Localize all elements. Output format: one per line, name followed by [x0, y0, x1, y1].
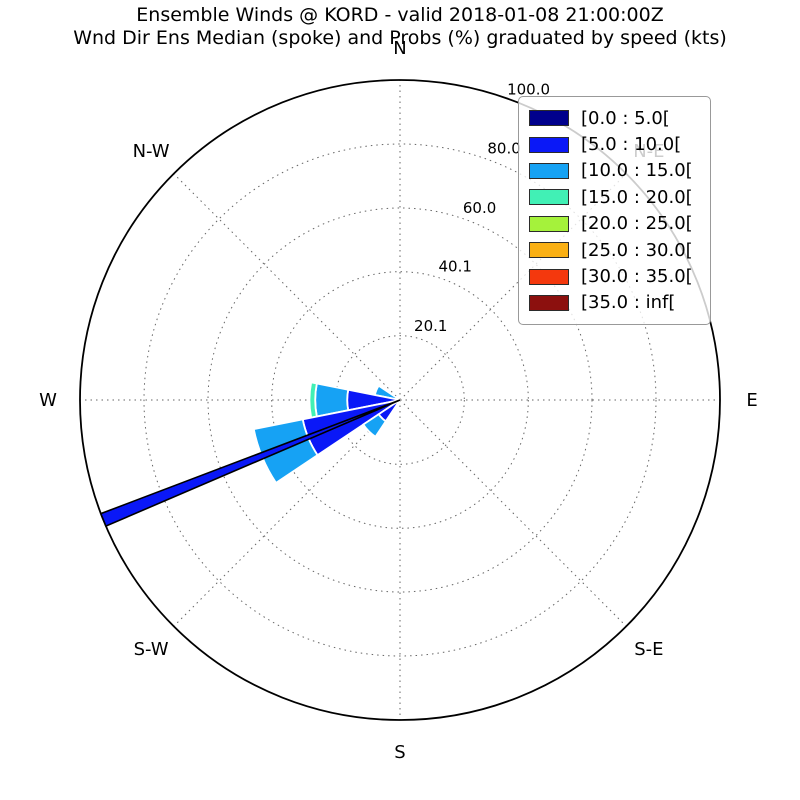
legend-swatch-icon — [529, 189, 569, 206]
legend-item: [5.0 : 10.0[ — [529, 131, 700, 157]
legend-item: [30.0 : 35.0[ — [529, 263, 700, 289]
legend-swatch-icon — [529, 242, 569, 259]
compass-label-n: N — [393, 38, 406, 59]
legend-label: [15.0 : 20.0[ — [581, 186, 693, 208]
median-direction-spoke — [99, 399, 401, 528]
wind-sector-wsw-segment — [252, 418, 319, 485]
radial-tick-label: 20.1 — [414, 317, 447, 335]
wind-sector-sw-segment — [362, 412, 388, 438]
legend-swatch-icon — [529, 268, 569, 285]
grid-circle — [335, 335, 465, 465]
grid-circle — [207, 207, 593, 593]
wind-sector-w-segment — [308, 381, 318, 419]
compass-label-se: S-E — [634, 639, 663, 660]
legend-swatch-icon — [529, 110, 569, 127]
speed-legend: [0.0 : 5.0[ [5.0 : 10.0[ [10.0 : 15.0[ [15.… — [518, 96, 711, 326]
polar-grid — [79, 79, 721, 721]
radial-tick-label: 40.1 — [439, 258, 472, 276]
compass-label-s: S — [394, 742, 405, 763]
legend-item: [25.0 : 30.0[ — [529, 237, 700, 263]
legend-label: [0.0 : 5.0[ — [581, 107, 670, 129]
radial-tick-label: 60.0 — [463, 199, 496, 217]
compass-label-sw: S-W — [134, 639, 169, 660]
legend-swatch-icon — [529, 162, 569, 179]
legend-label: [30.0 : 35.0[ — [581, 266, 693, 288]
median-spoke-triangle — [99, 399, 401, 528]
grid-spoke-line — [173, 399, 401, 627]
grid-circle — [271, 271, 529, 529]
chart-title: Ensemble Winds @ KORD - valid 2018-01-08… — [136, 4, 664, 26]
wind-probability-wedges — [252, 381, 401, 485]
legend-item: [35.0 : inf[ — [529, 290, 700, 316]
grid-circle — [143, 143, 657, 657]
legend-swatch-icon — [529, 294, 569, 311]
grid-spoke-line — [399, 173, 627, 401]
legend-label: [10.0 : 15.0[ — [581, 160, 693, 182]
legend-swatch-icon — [529, 215, 569, 232]
legend-label: [20.0 : 25.0[ — [581, 213, 693, 235]
legend-item: [0.0 : 5.0[ — [529, 105, 700, 131]
legend-label: [5.0 : 10.0[ — [581, 134, 682, 156]
legend-item: [20.0 : 25.0[ — [529, 211, 700, 237]
compass-label-e: E — [746, 390, 757, 411]
legend-label: [25.0 : 30.0[ — [581, 239, 693, 261]
legend-item: [10.0 : 15.0[ — [529, 158, 700, 184]
radial-tick-label: 80.0 — [487, 140, 520, 158]
compass-label-nw: N-W — [133, 141, 170, 162]
grid-spoke-line — [399, 399, 627, 627]
chart-subtitle: Wnd Dir Ens Median (spoke) and Probs (%)… — [73, 27, 727, 49]
legend-item: [15.0 : 20.0[ — [529, 184, 700, 210]
legend-label: [35.0 : inf[ — [581, 292, 676, 314]
radial-tick-label: 100.0 — [507, 81, 550, 99]
compass-label-w: W — [39, 390, 57, 411]
legend-swatch-icon — [529, 136, 569, 153]
outer-boundary-circle — [79, 79, 721, 721]
grid-spoke-line — [173, 173, 401, 401]
